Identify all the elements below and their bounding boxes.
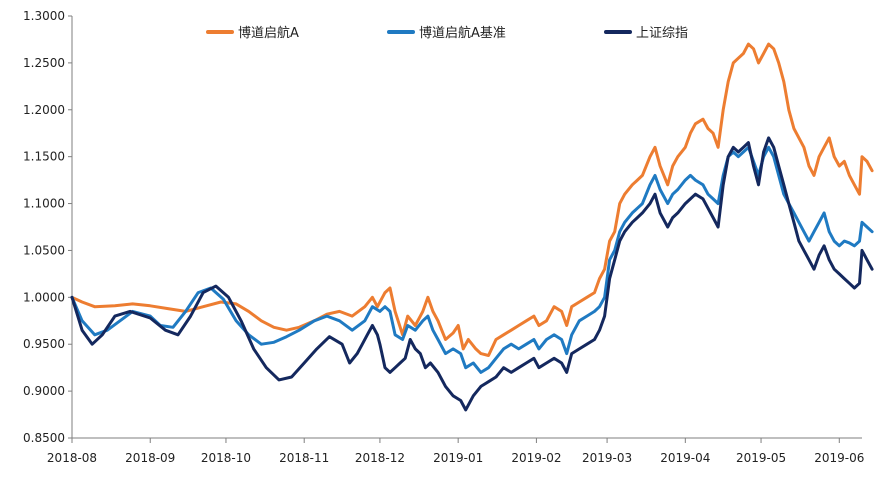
x-tick-label: 2019-05 [736,451,786,465]
y-tick-label: 1.1500 [23,150,65,164]
legend-label-0: 博道启航A [238,25,299,41]
legend-label-1: 博道启航A基准 [419,25,506,41]
series-line-1 [70,145,874,374]
y-tick-label: 1.1000 [23,197,65,211]
x-tick-label: 2019-03 [582,451,632,465]
y-tick-label: 0.9500 [23,337,65,351]
x-tick-label: 2019-04 [660,451,710,465]
chart-series [70,42,874,412]
y-tick-label: 0.9000 [23,384,65,398]
x-tick-label: 2019-01 [433,451,483,465]
x-tick-label: 2018-12 [355,451,405,465]
x-tick-label: 2018-11 [279,451,329,465]
x-tick-label: 2019-06 [814,451,864,465]
chart-axes: 0.8500 0.9000 0.9500 1.0000 1.0500 1.1000 1.15… [23,9,864,465]
y-tick-label: 1.3000 [23,9,65,23]
series-line-2 [70,136,874,412]
x-tick-label: 2018-10 [201,451,251,465]
y-tick-label: 1.0500 [23,243,65,257]
y-tick-label: 1.2000 [23,103,65,117]
series-line-0 [70,42,874,357]
y-tick-label: 1.0000 [23,290,65,304]
y-tick-label: 0.8500 [23,431,65,445]
legend-label-2: 上证综指 [636,26,688,41]
x-tick-label: 2018-08 [47,451,97,465]
y-tick-label: 1.2500 [23,56,65,70]
x-tick-label: 2018-09 [125,451,175,465]
x-tick-label: 2019-02 [511,451,561,465]
chart-legend: 博道启航A 博道启航A基准 上证综指 [206,25,688,41]
